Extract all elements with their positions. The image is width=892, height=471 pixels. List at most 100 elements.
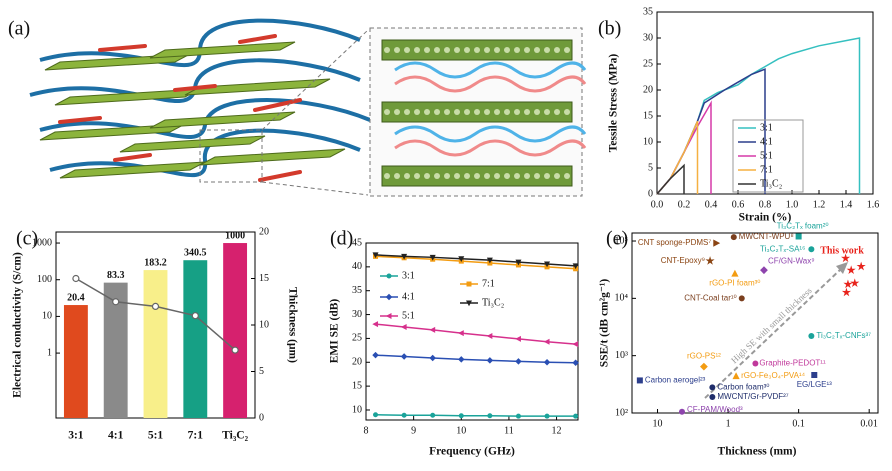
atom (534, 47, 540, 53)
x-tick-label: 0.4 (705, 199, 718, 210)
nanosheet (119, 135, 266, 153)
x-tick-label: 3:1 (68, 430, 84, 442)
y2-tick-label: 10 (259, 319, 269, 330)
atom (424, 109, 430, 115)
data-point (752, 360, 759, 367)
point-label: CNT-Epoxy⁹ (661, 256, 705, 265)
nanosheet (199, 148, 346, 166)
x-tick-label: 0.6 (732, 199, 745, 210)
point-label: EG/LGE¹³ (797, 380, 832, 389)
data-point (678, 408, 685, 415)
point-label: Ti₃C₂Tₓ-SA¹⁶ (760, 244, 805, 253)
atom (554, 173, 560, 179)
atom (514, 173, 520, 179)
atom (444, 47, 450, 53)
atom (394, 47, 400, 53)
x-tick-label: 10 (456, 425, 466, 436)
nanosheet (149, 111, 296, 129)
y2-tick-label: 15 (259, 273, 269, 284)
y-tick-label: 20 (352, 357, 362, 368)
nanosheet (149, 41, 296, 59)
x-tick-label: 4:1 (108, 430, 124, 442)
atom (444, 173, 450, 179)
x-axis-title: Strain (%) (739, 212, 792, 224)
polymer-wave (394, 61, 587, 79)
bar (63, 305, 88, 418)
polymer-chain (58, 116, 102, 124)
polymer-chain (113, 153, 152, 162)
atom (514, 47, 520, 53)
polymer-chain (173, 84, 217, 92)
atom (454, 173, 460, 179)
data-point (544, 261, 551, 268)
legend-marker (466, 300, 472, 307)
y-tick-label: 30 (643, 32, 653, 43)
atom (524, 47, 530, 53)
x-tick-label: Ti₃C₂ (222, 430, 248, 442)
data-point (856, 261, 866, 271)
legend-marker (386, 273, 392, 279)
x-tick-label: 1.4 (840, 199, 853, 210)
atom (434, 109, 440, 115)
x-tick-label: 1 (726, 418, 731, 429)
legend-marker (385, 293, 393, 301)
atom (544, 109, 550, 115)
legend-label: 4:1 (760, 136, 773, 147)
atom (464, 173, 470, 179)
data-point (730, 234, 737, 241)
data-point (372, 252, 379, 259)
data-point (515, 358, 522, 365)
data-point (487, 413, 493, 419)
legend-marker (466, 281, 472, 287)
data-point (400, 353, 408, 360)
data-point (486, 257, 493, 264)
x-tick-label: 0.0 (651, 199, 664, 210)
data-point (700, 362, 708, 371)
x-tick-label: 7:1 (188, 430, 204, 442)
atom (414, 173, 420, 179)
x-tick-label: 0.2 (678, 199, 691, 210)
data-point (850, 278, 860, 288)
value-label: 183.2 (144, 257, 167, 268)
atom (384, 109, 390, 115)
atom (474, 47, 480, 53)
data-point (636, 377, 643, 384)
atom (394, 109, 400, 115)
y-tick-label: 25 (643, 58, 653, 69)
panel-label: (b) (598, 18, 621, 40)
legend-label: 7:1 (760, 164, 773, 175)
y-tick-label: 10 (352, 404, 362, 415)
y-tick-label: 35 (643, 6, 653, 17)
data-point (808, 333, 815, 340)
point-label: Carbon foam³⁰ (717, 382, 769, 391)
polymer-chain (238, 34, 277, 44)
atom (434, 47, 440, 53)
atom (404, 109, 410, 115)
atom (564, 109, 570, 115)
data-point (572, 359, 579, 366)
atom (534, 109, 540, 115)
atom (524, 173, 530, 179)
series-line (375, 254, 576, 267)
data-point (486, 333, 493, 340)
legend-label: 4:1 (402, 291, 415, 302)
y-tick-label: 45 (352, 237, 362, 248)
data-point (709, 394, 716, 401)
y-tick-label: 5 (648, 162, 653, 173)
y-tick-label: 10³ (615, 350, 628, 361)
data-point (112, 298, 120, 306)
point-label: Ti₃C₂Tₓ foam²⁰ (777, 222, 829, 231)
series-line (656, 120, 699, 195)
data-point (515, 259, 522, 266)
atom (404, 173, 410, 179)
point-label: CF-PAM/Wood³ (687, 405, 743, 414)
y-tick-label: 35 (352, 285, 362, 296)
data-point (373, 412, 379, 418)
atom (544, 173, 550, 179)
atom (554, 47, 560, 53)
data-point (458, 256, 465, 262)
y-tick-label: 100 (37, 274, 52, 285)
atom (504, 109, 510, 115)
y-axis-title: Tessile Stress (MPa) (608, 54, 620, 153)
data-point (515, 335, 521, 342)
